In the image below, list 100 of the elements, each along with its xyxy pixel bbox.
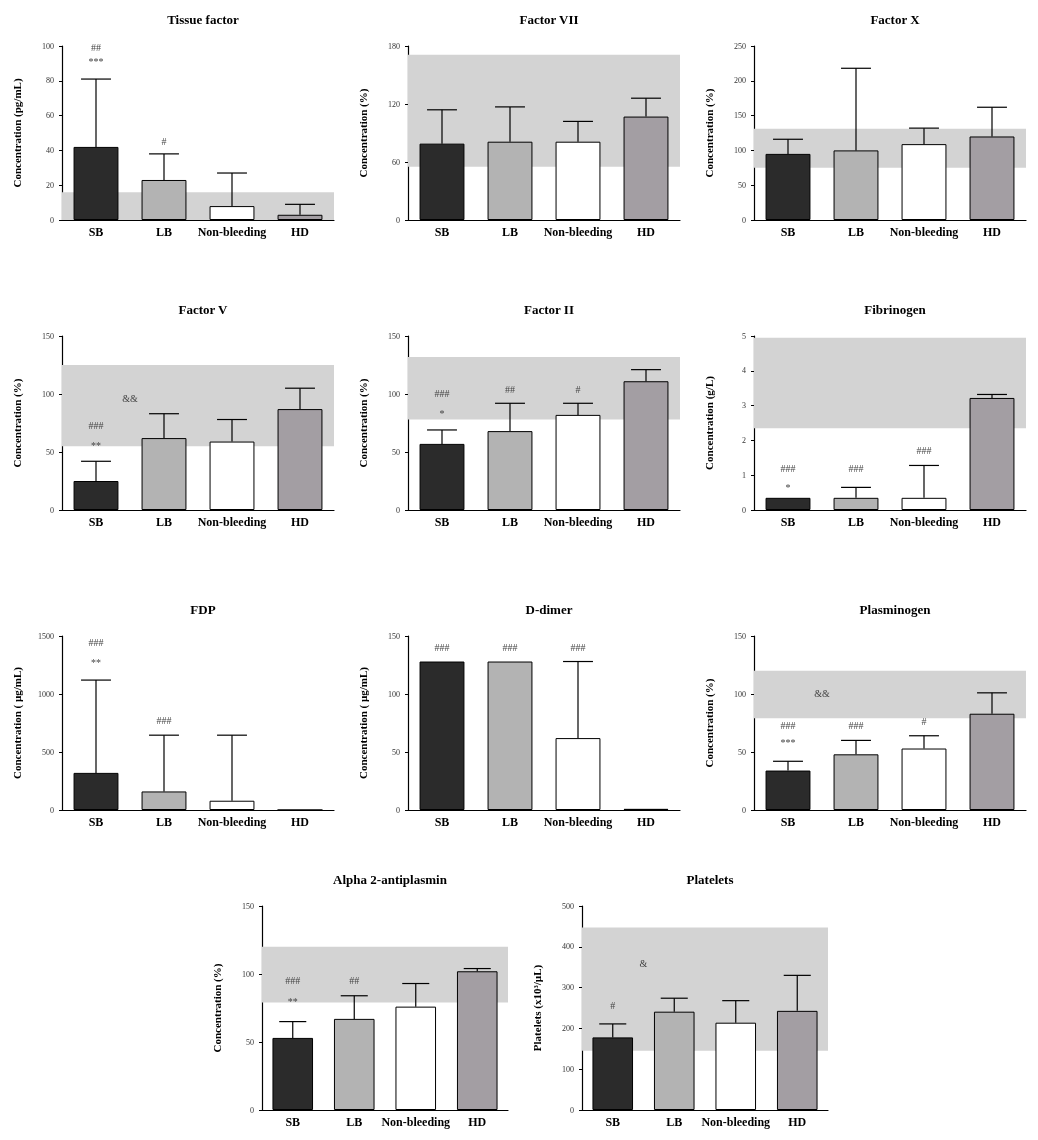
chart-title: Factor X: [870, 12, 921, 27]
x-tick-label: Non-bleeding: [197, 515, 267, 529]
y-axis-title: Concentration (g/L): [702, 375, 716, 470]
y-tick-label: 180: [388, 41, 400, 51]
annotation: ***: [88, 56, 104, 68]
x-tick-label: HD: [468, 1115, 487, 1129]
y-tick-label: 500: [562, 901, 574, 911]
y-tick-label: 100: [42, 41, 54, 51]
annotation: ###: [88, 637, 104, 649]
x-tick-label: LB: [847, 515, 865, 529]
x-tick-label: SB: [88, 225, 104, 239]
y-tick-label: 500: [42, 747, 54, 757]
chart-title: D-dimer: [525, 602, 573, 617]
annotation: #: [610, 1000, 616, 1012]
chart-title: FDP: [190, 602, 216, 617]
y-tick-label: 0: [250, 1105, 254, 1115]
x-tick-label: HD: [637, 225, 656, 239]
x-tick-label: LB: [155, 815, 173, 829]
x-tick-label: HD: [291, 225, 310, 239]
x-tick-label: LB: [155, 515, 173, 529]
x-tick-label: Non-bleeding: [197, 225, 267, 239]
y-tick-label: 150: [734, 111, 746, 121]
y-tick-label: 150: [388, 331, 400, 341]
x-tick-label: LB: [666, 1115, 683, 1129]
y-tick-label: 3: [742, 401, 746, 411]
y-tick-label: 60: [392, 157, 400, 167]
y-tick-label: 50: [392, 447, 400, 457]
annotation: ###: [780, 462, 796, 474]
x-tick-label: Non-bleeding: [889, 225, 959, 239]
x-tick-label: HD: [291, 515, 310, 529]
annotation: &&: [122, 393, 138, 405]
y-tick-label: 0: [396, 505, 400, 515]
x-tick-label: LB: [501, 225, 519, 239]
x-tick-label: SB: [88, 815, 104, 829]
annotation: ###: [916, 445, 932, 457]
annotation: ###: [848, 719, 864, 731]
annotation: ###: [88, 419, 104, 431]
x-tick-label: HD: [983, 225, 1002, 239]
x-tick-label: Non-bleeding: [889, 815, 959, 829]
x-tick-label: LB: [346, 1115, 363, 1129]
chart-title: Platelets: [686, 872, 734, 887]
annotation: **: [287, 995, 298, 1007]
annotation: ###: [780, 719, 796, 731]
x-tick-label: LB: [501, 515, 519, 529]
y-tick-label: 200: [734, 76, 746, 86]
chart-title: Alpha 2-antiplasmin: [333, 872, 448, 887]
y-tick-label: 4: [742, 366, 746, 376]
annotation: ###: [570, 642, 586, 654]
annotation: ##: [349, 975, 360, 987]
x-tick-label: Non-bleeding: [701, 1115, 771, 1129]
annotation: ###: [434, 388, 450, 400]
y-tick-label: 80: [46, 76, 54, 86]
y-tick-label: 150: [242, 901, 254, 911]
x-tick-label: SB: [434, 225, 450, 239]
y-tick-label: 300: [562, 983, 574, 993]
y-tick-label: 20: [46, 180, 54, 190]
y-tick-label: 100: [734, 689, 746, 699]
y-tick-label: 1: [742, 470, 746, 480]
y-axis-title: Concentration (%): [702, 88, 716, 178]
annotation: ###: [502, 642, 518, 654]
y-axis-title: Concentration (%): [10, 378, 24, 468]
y-tick-label: 400: [562, 942, 574, 952]
x-tick-label: HD: [637, 515, 656, 529]
x-tick-label: Non-bleeding: [543, 515, 613, 529]
y-tick-label: 50: [46, 447, 54, 457]
y-tick-label: 40: [46, 145, 54, 155]
y-tick-label: 50: [392, 747, 400, 757]
x-tick-label: LB: [155, 225, 173, 239]
y-tick-label: 0: [50, 805, 54, 815]
y-axis-title: Concentration (%): [356, 88, 370, 178]
chart-title: Fibrinogen: [864, 302, 927, 317]
y-tick-label: 50: [738, 747, 746, 757]
y-tick-label: 150: [734, 631, 746, 641]
x-tick-label: SB: [780, 815, 796, 829]
x-tick-label: SB: [285, 1115, 301, 1129]
y-axis-title: Concentration (pg/mL): [10, 78, 24, 188]
y-tick-label: 0: [50, 505, 54, 515]
y-tick-label: 0: [742, 215, 746, 225]
annotation: **: [91, 439, 101, 451]
x-tick-label: LB: [501, 815, 519, 829]
x-tick-label: HD: [983, 815, 1002, 829]
annotation: &&: [814, 688, 830, 700]
y-tick-label: 100: [388, 389, 400, 399]
y-tick-label: 200: [562, 1023, 574, 1033]
y-tick-label: 120: [388, 99, 400, 109]
annotation: *: [785, 481, 791, 493]
chart-title: Factor VII: [519, 12, 579, 27]
x-tick-label: LB: [847, 225, 865, 239]
y-tick-label: 50: [738, 180, 746, 190]
chart-title: Factor II: [524, 302, 574, 317]
y-tick-label: 100: [388, 689, 400, 699]
x-tick-label: Non-bleeding: [543, 225, 613, 239]
annotation: ###: [156, 715, 172, 727]
y-tick-label: 50: [246, 1037, 254, 1047]
x-tick-label: SB: [605, 1115, 621, 1129]
x-tick-label: SB: [780, 515, 796, 529]
chart-title: Factor V: [178, 302, 229, 317]
y-tick-label: 0: [570, 1105, 574, 1115]
annotation: **: [91, 657, 101, 669]
y-tick-label: 100: [242, 969, 254, 979]
